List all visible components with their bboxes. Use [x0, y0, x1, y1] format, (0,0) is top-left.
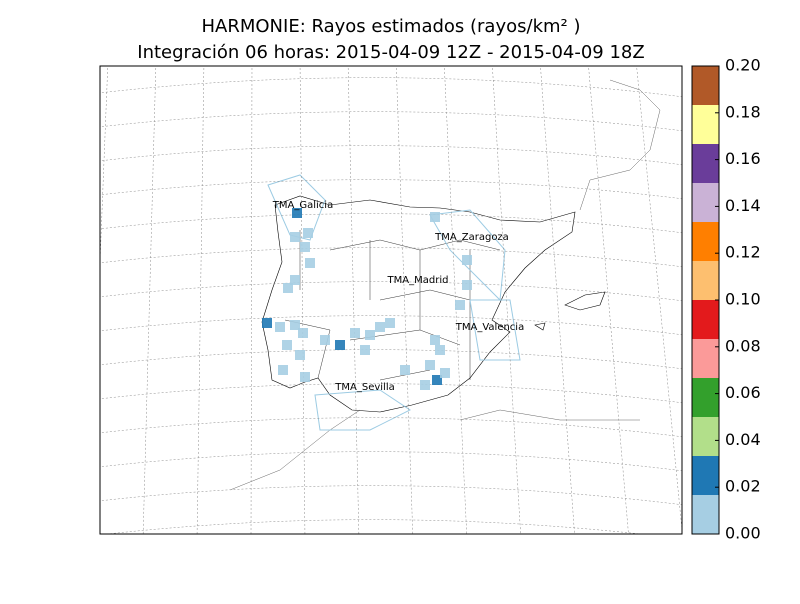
region-label: TMA_Valencia [455, 322, 524, 333]
region-label: TMA_Galicia [272, 200, 333, 211]
graticule [588, 66, 629, 534]
lightning-cell [400, 365, 410, 375]
colorbar-tick-label: 0.18 [725, 102, 761, 121]
lightning-cell [335, 340, 345, 350]
map-frame [99, 65, 683, 535]
region-label: TMA_Zaragoza [434, 232, 509, 243]
graticule [100, 77, 682, 98]
colorbar-tick-label: 0.14 [725, 196, 761, 215]
lightning-cell [275, 322, 285, 332]
colorbar-tick-label: 0.20 [725, 56, 761, 75]
map [0, 60, 682, 540]
graticule [100, 247, 682, 268]
lightning-cell [300, 242, 310, 252]
lightning-cell [295, 350, 305, 360]
lightning-cell [305, 258, 315, 268]
lightning-cell [262, 318, 272, 328]
lightning-cell [462, 255, 472, 265]
lightning-cell [432, 375, 442, 385]
lightning-cell [303, 228, 313, 238]
graticule [100, 349, 682, 370]
colorbar-tick-label: 0.08 [725, 336, 761, 355]
lightning-cell [278, 365, 288, 375]
islands [534, 291, 606, 331]
graticule [100, 179, 682, 200]
title: HARMONIE: Rayos estimados (rayos/km² ) [202, 16, 581, 37]
graticule [0, 60, 12, 540]
lightning-cell [435, 345, 445, 355]
region-label: TMA_Sevilla [334, 382, 394, 393]
graticule [100, 111, 682, 132]
graticule [100, 66, 109, 269]
graticule [492, 66, 521, 534]
graticule [347, 66, 360, 534]
colorbar-tick-label: 0.06 [725, 383, 761, 402]
graticule [540, 66, 575, 534]
graticule [100, 315, 682, 336]
lightning-cell [425, 360, 435, 370]
lightning-cell [455, 300, 465, 310]
lightning-cell [292, 208, 302, 218]
graticule [196, 66, 205, 534]
graticule [100, 145, 682, 166]
lightning-cell [282, 340, 292, 350]
colorbar-tick-label: 0.16 [725, 149, 761, 168]
graticule [105, 519, 643, 534]
coastline [261, 195, 576, 413]
lightning-cell [320, 335, 330, 345]
colorbar-tick-label: 0.10 [725, 290, 761, 309]
lightning-cell [440, 368, 450, 378]
lightning-cell [290, 275, 300, 285]
graticule [142, 66, 157, 534]
graticule [100, 383, 682, 404]
lightning-cell [298, 328, 308, 338]
graticule [250, 66, 253, 534]
lightning-cell [360, 345, 370, 355]
lightning-cell [300, 372, 310, 382]
lightning-cell [420, 380, 430, 390]
subtitle: Integración 06 horas: 2015-04-09 12Z - 2… [137, 42, 644, 63]
colorbar [691, 65, 720, 535]
colorbar-tick-label: 0.02 [725, 477, 761, 496]
colorbar-tick-label: 0.12 [725, 243, 761, 262]
lightning-cell [462, 280, 472, 290]
graticule [35, 60, 60, 540]
lightning-cell [365, 330, 375, 340]
colorbar-tick-label: 0.04 [725, 430, 761, 449]
lightning-cell [290, 320, 300, 330]
colorbar-tick-label: 0.00 [725, 524, 761, 543]
tma-boundaries [267, 174, 521, 431]
lightning-cell [350, 328, 360, 338]
lightning-cell [290, 232, 300, 242]
graticule [636, 66, 682, 533]
lightning-cell [430, 335, 440, 345]
lightning-cell [375, 322, 385, 332]
graticule [100, 281, 682, 302]
lightning-cell [385, 318, 395, 328]
graticule [100, 485, 682, 506]
lightning-cell [283, 283, 293, 293]
lightning-cell [430, 212, 440, 222]
neighbour-coast [229, 79, 661, 491]
graticule [100, 213, 682, 234]
region-label: TMA_Madrid [387, 275, 449, 286]
graticule [395, 66, 414, 534]
graticule [100, 417, 682, 438]
graticule [299, 66, 306, 534]
graticule [100, 451, 682, 472]
